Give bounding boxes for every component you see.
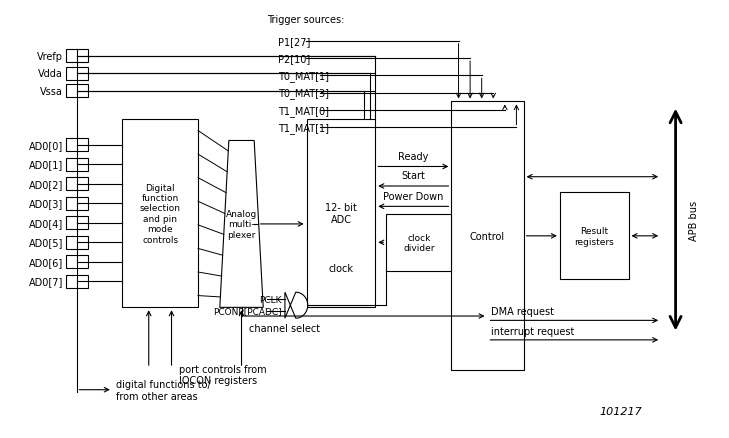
Text: APB bus: APB bus <box>689 200 698 240</box>
Text: interrupt request: interrupt request <box>491 326 574 336</box>
Text: Vrefp: Vrefp <box>37 52 63 62</box>
Text: Power Down: Power Down <box>383 191 443 201</box>
Bar <box>66 139 88 152</box>
Bar <box>560 193 628 279</box>
Text: Start: Start <box>402 171 425 181</box>
Text: Control: Control <box>470 231 505 241</box>
Polygon shape <box>220 141 263 307</box>
Text: T1_MAT[0]: T1_MAT[0] <box>278 106 329 117</box>
Text: 101217: 101217 <box>600 406 643 417</box>
Text: AD0[2]: AD0[2] <box>28 180 63 189</box>
Bar <box>122 120 198 307</box>
Bar <box>66 85 88 98</box>
Text: Digital
function
selection
and pin
mode
controls: Digital function selection and pin mode … <box>140 183 181 244</box>
Text: Vdda: Vdda <box>38 69 63 79</box>
Text: clock: clock <box>329 264 354 274</box>
Bar <box>307 120 375 307</box>
Text: DMA request: DMA request <box>491 306 554 316</box>
Text: Vssa: Vssa <box>40 86 63 96</box>
PathPatch shape <box>285 293 308 318</box>
Bar <box>66 178 88 191</box>
Bar <box>66 256 88 269</box>
Bar <box>66 275 88 288</box>
Text: AD0[7]: AD0[7] <box>28 277 63 287</box>
Bar <box>451 102 523 371</box>
Bar <box>386 215 451 271</box>
Text: AD0[4]: AD0[4] <box>28 218 63 228</box>
Text: P2[10]: P2[10] <box>278 54 310 64</box>
Text: AD0[6]: AD0[6] <box>28 257 63 267</box>
Text: PCONP[PCADC]: PCONP[PCADC] <box>213 307 281 316</box>
Text: 12- bit
ADC: 12- bit ADC <box>325 203 357 224</box>
Bar <box>66 159 88 171</box>
Text: T0_MAT[1]: T0_MAT[1] <box>278 71 329 82</box>
Text: Trigger sources:: Trigger sources: <box>267 15 344 25</box>
Text: AD0[5]: AD0[5] <box>28 238 63 248</box>
Text: AD0[0]: AD0[0] <box>28 141 63 151</box>
Text: Result
registers: Result registers <box>574 226 614 246</box>
Text: digital functions to/
from other areas: digital functions to/ from other areas <box>117 379 211 401</box>
Text: clock
divider: clock divider <box>403 233 434 252</box>
Text: P1[27]: P1[27] <box>278 37 310 47</box>
Text: AD0[1]: AD0[1] <box>28 160 63 170</box>
Bar <box>66 198 88 210</box>
Text: T1_MAT[1]: T1_MAT[1] <box>278 123 329 134</box>
Bar <box>66 67 88 81</box>
Bar <box>66 236 88 249</box>
Text: PCLK: PCLK <box>259 295 281 304</box>
Text: port controls from
IOCON registers: port controls from IOCON registers <box>179 364 266 385</box>
Text: T0_MAT[3]: T0_MAT[3] <box>278 88 329 99</box>
Text: AD0[3]: AD0[3] <box>28 199 63 209</box>
Text: Analog
multi-
plexer: Analog multi- plexer <box>226 209 257 239</box>
Text: Ready: Ready <box>398 152 429 162</box>
Text: channel select: channel select <box>249 323 320 333</box>
Bar <box>66 50 88 64</box>
Bar <box>66 217 88 230</box>
